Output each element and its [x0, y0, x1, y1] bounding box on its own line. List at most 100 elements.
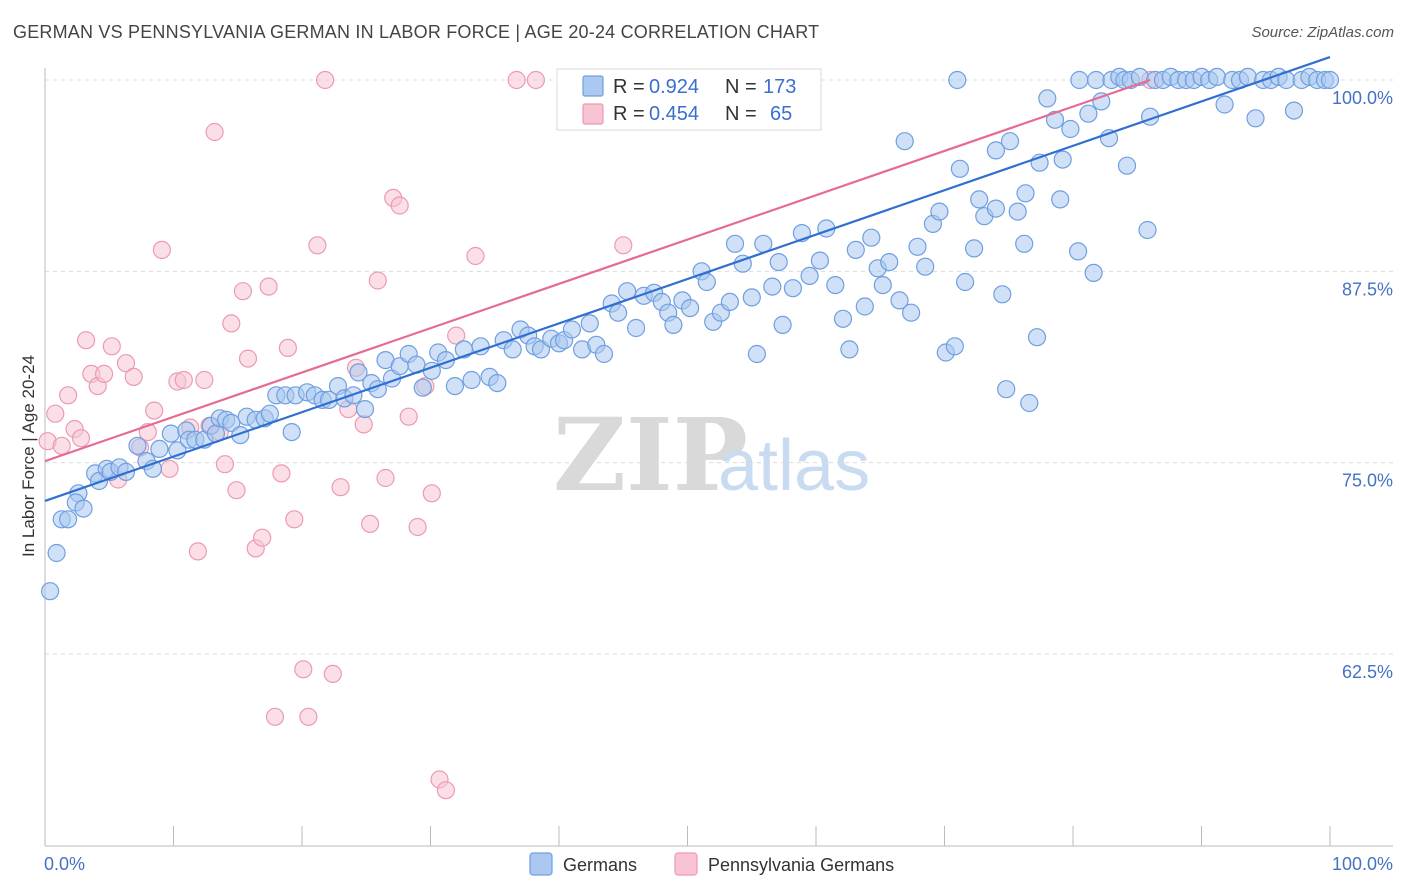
- point-germans-64: [503, 340, 522, 359]
- point-germans-78: [608, 303, 628, 322]
- y-tick-label-3: 100.0%: [1332, 88, 1393, 108]
- point-germans-99: [769, 253, 788, 272]
- point-germans-142: [1079, 104, 1098, 123]
- legend-r-label-germans: R =: [613, 76, 645, 98]
- chart-source: Source: ZipAtlas.com: [1251, 24, 1394, 41]
- point-germans-0: [40, 582, 60, 601]
- y-axis-label: In Labor Force | Age 20-24: [19, 355, 38, 557]
- point-germans-110: [855, 297, 874, 316]
- point-germans-96: [747, 344, 767, 364]
- point-germans-178: [1053, 150, 1072, 169]
- point-germans-159: [1207, 67, 1227, 87]
- data-points: [38, 67, 1340, 800]
- bottom-legend-label-germans: Germans: [563, 855, 637, 875]
- point-germans-179: [1068, 242, 1088, 261]
- trend-line-pa-germans: [44, 78, 1151, 463]
- point-germans-57: [445, 377, 464, 396]
- point-pa-germans-3: [58, 386, 78, 405]
- point-germans-92: [720, 292, 740, 311]
- point-germans-132: [1000, 132, 1020, 151]
- legend-r-value-pennsylvania-germans: 0.454: [649, 103, 699, 125]
- point-germans-141: [1070, 70, 1089, 90]
- y-tick-label-2: 87.5%: [1342, 279, 1393, 299]
- point-germans-133: [1008, 202, 1027, 221]
- point-germans-119: [916, 257, 935, 276]
- point-germans-139: [1051, 190, 1070, 209]
- point-pa-germans-9: [94, 364, 114, 383]
- point-pa-germans-58: [436, 781, 455, 800]
- point-pa-germans-63: [614, 236, 633, 255]
- point-germans-35: [282, 423, 301, 442]
- point-pa-germans-13: [124, 367, 143, 386]
- point-pa-germans-5: [71, 429, 91, 448]
- point-pa-germans-23: [195, 370, 214, 390]
- point-germans-176: [986, 141, 1006, 160]
- point-germans-138: [1045, 110, 1065, 129]
- point-germans-93: [725, 234, 745, 253]
- point-pa-germans-28: [222, 314, 241, 333]
- point-germans-140: [1061, 119, 1080, 139]
- point-germans-95: [742, 288, 761, 307]
- point-germans-150: [1138, 220, 1157, 240]
- point-pa-germans-38: [285, 510, 304, 529]
- point-pa-germans-12: [116, 354, 136, 373]
- point-germans-17: [161, 424, 180, 443]
- point-pa-germans-27: [215, 455, 234, 474]
- point-pa-germans-56: [422, 484, 441, 503]
- point-pa-germans-43: [323, 664, 342, 684]
- legend-n-label-pennsylvania-germans: N =: [725, 103, 757, 125]
- legend-n-label-germans: N =: [725, 76, 757, 98]
- point-germans-115: [890, 291, 909, 310]
- point-pa-germans-40: [299, 707, 318, 726]
- point-germans-143: [1086, 70, 1106, 90]
- point-pa-germans-50: [376, 468, 395, 488]
- legend-n-value-pennsylvania-germans: 65: [770, 103, 792, 125]
- bottom-legend-swatch-germans: [529, 852, 553, 876]
- point-germans-74: [580, 314, 599, 333]
- point-germans-62: [488, 374, 507, 393]
- point-pa-germans-59: [447, 326, 466, 345]
- x-tick-label-min: 0.0%: [44, 854, 85, 874]
- point-germans-135: [1020, 393, 1039, 413]
- legend-swatch-pennsylvania-germans: [582, 103, 604, 125]
- point-pa-germans-53: [399, 407, 418, 426]
- x-tick-label-max: 100.0%: [1332, 854, 1393, 874]
- point-germans-13: [128, 436, 147, 455]
- point-germans-27: [222, 413, 241, 432]
- point-pa-germans-30: [233, 282, 252, 301]
- legend-bottom: Germans Pennsylvania Germans: [529, 852, 894, 876]
- axes: [44, 68, 1393, 847]
- point-germans-125: [955, 272, 975, 292]
- point-germans-113: [873, 276, 892, 295]
- point-pa-germans-10: [102, 337, 121, 356]
- point-pa-germans-42: [316, 70, 335, 90]
- watermark-zip: ZIP: [553, 396, 748, 514]
- point-pa-germans-61: [507, 70, 526, 90]
- point-germans-121: [930, 202, 949, 221]
- point-germans-108: [840, 340, 859, 359]
- point-germans-107: [833, 309, 853, 328]
- point-pa-germans-49: [368, 271, 387, 290]
- point-pa-germans-16: [145, 401, 164, 420]
- point-germans-16: [150, 439, 169, 458]
- point-germans-85: [664, 315, 683, 334]
- point-pa-germans-48: [361, 514, 380, 534]
- point-germans-72: [562, 320, 582, 339]
- point-germans-3: [58, 510, 78, 529]
- point-pa-germans-29: [227, 481, 246, 500]
- point-pa-germans-31: [238, 349, 258, 368]
- point-germans-164: [1246, 109, 1265, 128]
- point-germans-100: [773, 315, 792, 334]
- bottom-legend-label-pennsylvania-germans: Pennsylvania Germans: [708, 855, 894, 875]
- point-pa-germans-25: [205, 122, 224, 142]
- point-pa-germans-52: [390, 196, 409, 215]
- point-pa-germans-35: [265, 707, 285, 726]
- legend-r-label-pennsylvania-germans: R =: [613, 103, 645, 125]
- point-germans-109: [846, 240, 865, 259]
- point-pa-germans-6: [76, 331, 96, 350]
- point-pa-germans-62: [526, 70, 546, 90]
- bottom-legend-swatch-pennsylvania-germans: [674, 852, 698, 876]
- chart-title: GERMAN VS PENNSYLVANIA GERMAN IN LABOR F…: [13, 22, 820, 42]
- point-pa-germans-1: [46, 404, 65, 423]
